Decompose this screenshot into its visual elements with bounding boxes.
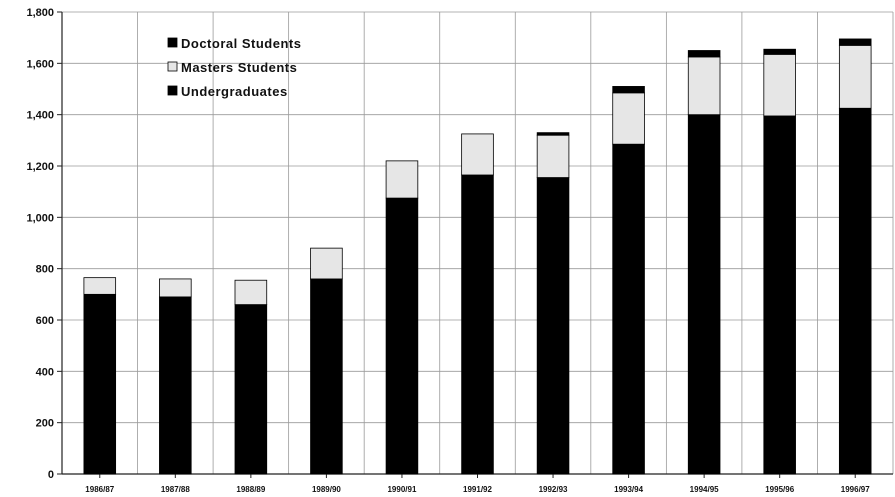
legend-label-masters-students: Masters Students [181,60,297,75]
bar-segment-masters-students-1991-92 [461,133,494,176]
x-tick-label: 1989/90 [312,485,341,494]
bar-segment-undergraduates-1995-96 [763,115,796,475]
bar-segment-undergraduates-1986-87 [83,293,117,475]
bar-segment-masters-students-1988-89 [234,279,268,306]
y-axis-tick-labels: 0 200 400 600 800 1,000 1,200 1,400 1,600 1,800 [26,7,54,481]
bar-segment-doctoral-students-1992-93 [536,132,570,136]
bar-segment-masters-students-1994-95 [687,56,721,116]
bar-segment-masters-students-1989-90 [310,247,343,280]
x-tick-label: 1991/92 [463,485,492,494]
bar-segment-masters-students-1992-93 [536,134,570,178]
x-tick-label: 1996/97 [841,485,870,494]
bar-segment-masters-students-1990-91 [385,160,419,199]
bar-segment-undergraduates-1988-89 [234,304,268,475]
y-tick-label: 1,400 [26,110,54,122]
legend-swatch-undergraduates [167,85,178,96]
y-tick-label: 400 [36,366,54,378]
bar-segment-undergraduates-1996-97 [838,107,872,475]
bar-segment-masters-students-1996-97 [838,44,872,109]
bar-segment-undergraduates-1991-92 [461,174,494,475]
bar-segment-doctoral-students-1995-96 [763,48,796,55]
y-tick-label: 0 [48,469,54,481]
bars [83,38,872,475]
bar-segment-doctoral-students-1993-94 [612,86,645,94]
legend-label-doctoral-students: Doctoral Students [181,36,301,51]
legend-swatch-doctoral-students [167,37,178,48]
bar-segment-masters-students-1993-94 [612,92,645,145]
bar-segment-doctoral-students-1994-95 [687,50,721,58]
y-tick-label: 1,600 [26,58,54,70]
bar-segment-undergraduates-1990-91 [385,197,419,475]
x-tick-label: 1995/96 [765,485,794,494]
bar-segment-masters-students-1986-87 [83,277,117,295]
bar-segment-masters-students-1987-88 [159,278,192,298]
bar-segment-undergraduates-1994-95 [687,114,721,475]
x-tick-label: 1987/88 [161,485,190,494]
bar-segment-doctoral-students-1996-97 [838,38,872,46]
x-tick-label: 1986/87 [85,485,114,494]
y-tick-label: 1,800 [26,7,54,19]
y-tick-label: 600 [36,315,54,327]
y-tick-label: 800 [36,264,54,276]
y-tick-label: 1,000 [26,212,54,224]
y-tick-label: 200 [36,418,54,430]
x-tick-label: 1993/94 [614,485,643,494]
bar-segment-undergraduates-1989-90 [310,278,343,475]
bar-segment-undergraduates-1992-93 [536,177,570,475]
x-axis-tick-labels: 1986/87 1987/88 1988/89 1989/90 1990/91 1991/… [85,485,870,494]
x-tick-label: 1994/95 [690,485,719,494]
bar-segment-masters-students-1995-96 [763,53,796,117]
x-tick-label: 1992/93 [539,485,568,494]
legend-label-undergraduates: Undergraduates [181,84,288,99]
legend: Doctoral Students Masters Students Undergr… [167,36,301,99]
bar-segment-undergraduates-1993-94 [612,143,645,475]
x-tick-label: 1988/89 [236,485,265,494]
x-tick-label: 1990/91 [387,485,416,494]
bar-segment-undergraduates-1987-88 [159,296,192,475]
y-tick-label: 1,200 [26,161,54,173]
legend-swatch-masters-students [167,61,178,72]
